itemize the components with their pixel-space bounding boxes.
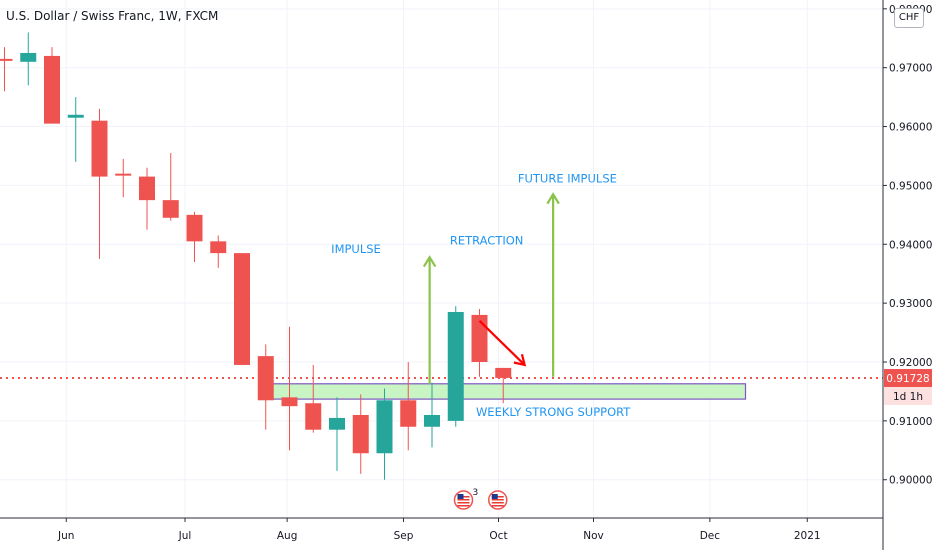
time-tick-label: Jul (178, 530, 192, 542)
time-tick-label: 2021 (794, 530, 821, 542)
support-zone-rect (258, 383, 747, 400)
candles-layer (0, 32, 512, 480)
price-tick-label: 0.96000 (889, 122, 932, 134)
price-badge-layer: 0.91728 1d 1h (884, 369, 932, 406)
us-flag-icon-canton (457, 494, 464, 499)
retraction-arrow-head (513, 354, 527, 367)
candle-body (44, 55, 60, 124)
chart-title: U.S. Dollar / Swiss Franc, 1W, FXCM (6, 9, 219, 23)
candle-body (186, 214, 203, 242)
annotation-label: FUTURE IMPULSE (518, 171, 617, 185)
candle-body (162, 200, 179, 218)
future-impulse-arrow-head (546, 192, 560, 205)
impulse-arrow-head (422, 255, 437, 268)
price-tick-label: 0.93000 (889, 298, 932, 310)
current-price-value: 0.91728 (886, 373, 929, 385)
candle-body (305, 403, 322, 430)
retraction-arrow (478, 320, 527, 367)
candle-body (139, 176, 155, 201)
price-tick-label: 0.92000 (889, 357, 932, 369)
us-flag-icon-stripe (457, 505, 470, 507)
events-count: 3 (473, 488, 479, 498)
currency-button[interactable]: CHF (894, 8, 924, 28)
annotation-label: RETRACTION (450, 233, 524, 247)
price-tick-label: 0.94000 (889, 239, 932, 251)
candle-body (471, 314, 488, 363)
time-tick-label: Nov (583, 530, 604, 542)
price-axis[interactable]: 0.980000.970000.960000.950000.940000.930… (882, 0, 932, 550)
annotation-label: IMPULSE (331, 242, 381, 256)
us-flag-icon-stripe (457, 502, 470, 504)
candle-body (352, 414, 369, 454)
price-tick-label: 0.95000 (889, 180, 932, 192)
time-tick-label: Dec (700, 530, 721, 542)
us-flag-icon-canton (491, 494, 498, 499)
candle-body (67, 114, 84, 118)
retraction-arrow-shaft (478, 320, 526, 366)
us-flag-icon-stripe (491, 499, 504, 501)
candle-body (400, 400, 417, 427)
price-tick-label: 0.97000 (889, 63, 932, 75)
candle-body (447, 311, 464, 421)
future-impulse-arrow (546, 192, 560, 377)
arrows-layer (422, 192, 560, 384)
annotations-layer: IMPULSE RETRACTION FUTURE IMPULSE WEEKLY ST… (331, 171, 631, 419)
candle-body (329, 417, 345, 430)
impulse-arrow (422, 255, 437, 384)
time-tick-label: Aug (277, 530, 298, 542)
us-flag-icon-stripe (491, 502, 504, 504)
us-flag-icon[interactable] (453, 490, 474, 510)
grid-layer (0, 0, 883, 518)
events-layer[interactable]: 3 (453, 488, 508, 510)
candle-body (91, 120, 108, 177)
countdown-badge (884, 387, 932, 406)
countdown-value: 1d 1h (893, 391, 923, 403)
candle-body (210, 241, 227, 254)
candle-body (495, 367, 512, 378)
candle-body (281, 397, 298, 407)
us-flag-icon[interactable] (488, 490, 508, 510)
time-axis[interactable]: Jun Jul Aug Sep Oct Nov Dec 2021 (0, 517, 883, 542)
candle-body (20, 52, 37, 62)
annotation-label: WEEKLY STRONG SUPPORT (476, 405, 631, 419)
us-flag-icon-stripe (491, 505, 504, 507)
candle-body (115, 173, 132, 176)
candle-body (376, 400, 393, 454)
candle-body (0, 58, 13, 61)
price-tick-label: 0.91000 (889, 416, 932, 428)
time-tick-label: Sep (394, 530, 414, 542)
us-flag-icon-stripe (457, 499, 470, 501)
candle-body (424, 414, 440, 427)
time-tick-label: Oct (489, 530, 507, 542)
support-zone-layer (258, 383, 747, 400)
price-tick-label: 0.90000 (889, 475, 932, 487)
candle-body (234, 253, 250, 365)
current-price-badge (884, 369, 932, 388)
time-tick-label: Jun (57, 530, 74, 542)
candle-body (257, 356, 274, 401)
